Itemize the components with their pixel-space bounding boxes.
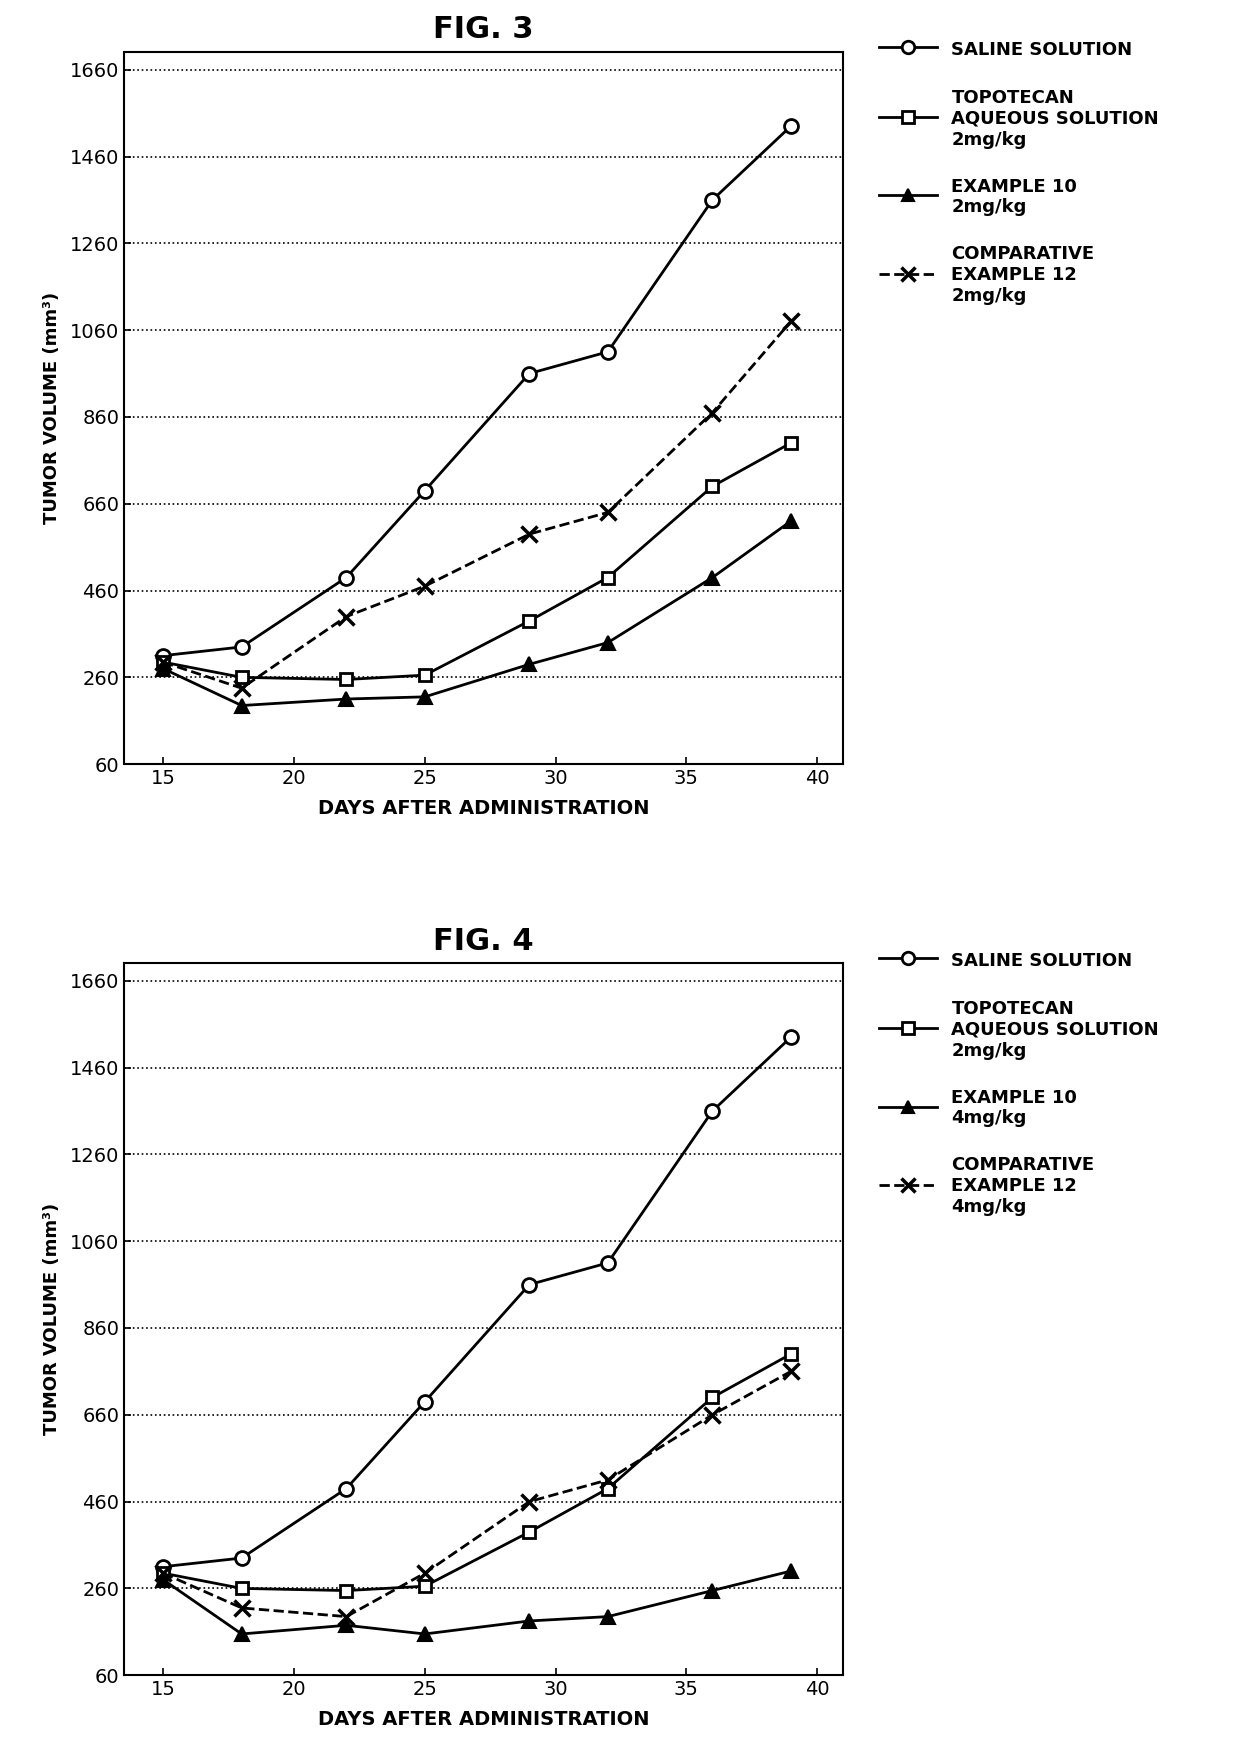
X-axis label: DAYS AFTER ADMINISTRATION: DAYS AFTER ADMINISTRATION xyxy=(317,1710,650,1729)
Legend: SALINE SOLUTION, TOPOTECAN
AQUEOUS SOLUTION
2mg/kg, EXAMPLE 10
4mg/kg, COMPARATI: SALINE SOLUTION, TOPOTECAN AQUEOUS SOLUT… xyxy=(879,949,1159,1216)
X-axis label: DAYS AFTER ADMINISTRATION: DAYS AFTER ADMINISTRATION xyxy=(317,799,650,818)
Legend: SALINE SOLUTION, TOPOTECAN
AQUEOUS SOLUTION
2mg/kg, EXAMPLE 10
2mg/kg, COMPARATI: SALINE SOLUTION, TOPOTECAN AQUEOUS SOLUT… xyxy=(879,38,1159,305)
Y-axis label: TUMOR VOLUME (mm³): TUMOR VOLUME (mm³) xyxy=(43,291,62,524)
Title: FIG. 4: FIG. 4 xyxy=(433,927,534,956)
Y-axis label: TUMOR VOLUME (mm³): TUMOR VOLUME (mm³) xyxy=(43,1204,62,1436)
Title: FIG. 3: FIG. 3 xyxy=(433,16,534,44)
